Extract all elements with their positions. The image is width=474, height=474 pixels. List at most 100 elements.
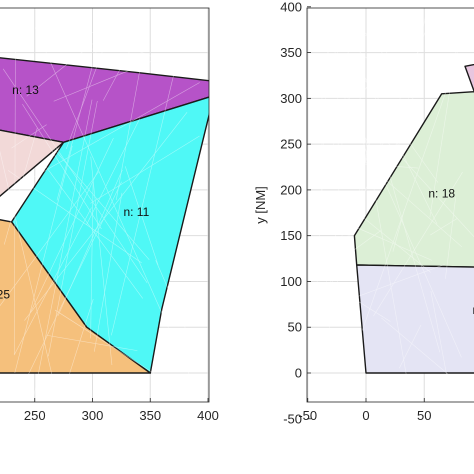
region-1 — [0, 57, 209, 144]
trajectory-line — [324, 160, 419, 169]
trajectory-line — [321, 196, 356, 294]
y-tick-label: 50 — [288, 320, 302, 335]
trajectory-line — [453, 10, 472, 26]
trajectory-line — [359, 144, 368, 213]
region-label: n: 18 — [428, 187, 455, 201]
trajectory-line — [338, 197, 431, 273]
trajectory-line — [0, 171, 100, 307]
trajectory-line — [326, 260, 360, 325]
trajectory-line — [336, 36, 340, 228]
trajectory-line — [24, 112, 188, 321]
x-tick-label: -50 — [298, 408, 317, 423]
trajectory-line — [430, 218, 458, 236]
trajectory-line — [323, 43, 462, 358]
trajectory-line — [124, 166, 159, 266]
x-tick-label: 400 — [197, 408, 219, 423]
trajectory-line — [14, 207, 92, 355]
trajectory-line — [346, 54, 439, 183]
trajectory-line — [363, 160, 463, 248]
left-panel: n: 13 n: 11 n: 25 250 300 350 400 — [0, 7, 219, 423]
trajectory-line — [346, 11, 419, 45]
trajectory-line — [90, 135, 200, 204]
x-tick-label: 50 — [417, 408, 431, 423]
trajectory-line — [332, 44, 375, 179]
trajectory-line — [155, 260, 194, 348]
trajectory-line — [32, 8, 165, 63]
trajectory-line — [83, 41, 130, 52]
trajectory-texture — [0, 8, 200, 399]
trajectory-line — [54, 149, 150, 261]
x-tick-label: 250 — [24, 408, 46, 423]
trajectory-line — [399, 324, 422, 369]
trajectory-line — [90, 181, 94, 339]
y-axis-label: y [NM] — [253, 186, 268, 224]
trajectory-line — [102, 38, 137, 101]
trajectory-line — [53, 59, 155, 102]
trajectory-line — [2, 68, 148, 284]
region-label: n: 13 — [12, 83, 39, 97]
region-2 — [356, 264, 474, 374]
region-3 — [464, 63, 474, 94]
trajectory-line — [392, 209, 405, 252]
trajectory-line — [26, 43, 94, 97]
plot-area: n: 18 n: 1 — [307, 8, 474, 402]
trajectory-line — [327, 28, 351, 358]
plot-area: n: 13 n: 11 n: 25 — [0, 8, 209, 402]
trajectory-line — [339, 230, 382, 261]
trajectory-line — [429, 11, 463, 218]
y-tick-label: 250 — [280, 137, 302, 152]
y-tick-label: 300 — [280, 91, 302, 106]
trajectory-line — [30, 138, 114, 313]
axes-frame — [0, 7, 210, 403]
x-tick-label: 350 — [139, 408, 161, 423]
trajectory-line — [375, 127, 441, 353]
trajectory-line — [22, 103, 102, 230]
trajectory-line — [341, 122, 375, 274]
trajectory-line — [115, 70, 141, 201]
trajectory-line — [427, 10, 465, 63]
x-tick-label: 0 — [362, 408, 369, 423]
trajectory-line — [46, 334, 138, 351]
trajectory-line — [33, 99, 93, 397]
trajectory-line — [14, 145, 73, 374]
trajectory-line — [430, 290, 449, 384]
trajectory-line — [68, 299, 94, 375]
trajectory-line — [315, 33, 329, 308]
trajectory-line — [396, 15, 426, 155]
trajectory-line — [445, 197, 456, 279]
trajectory-line — [3, 127, 38, 245]
trajectory-line — [15, 15, 34, 24]
region-4 — [0, 219, 152, 374]
axes-frame — [306, 7, 474, 403]
y-tick-label: 200 — [280, 182, 302, 197]
trajectory-line — [331, 33, 398, 148]
region-1 — [353, 90, 474, 268]
region-label: n: 1 — [472, 303, 474, 317]
trajectory-line — [43, 162, 143, 299]
trajectory-line — [323, 32, 426, 300]
right-panel: n: 18n: 1-500501-50050100150200250300350… — [253, 0, 474, 426]
x-tick-label: 300 — [82, 408, 104, 423]
trajectory-line — [325, 137, 402, 252]
trajectory-line — [48, 100, 98, 357]
trajectory-line — [359, 66, 438, 225]
y-tick-label: 100 — [280, 274, 302, 289]
trajectory-line — [56, 28, 103, 201]
y-tick-label: -50 — [283, 411, 302, 426]
trajectory-line — [90, 156, 113, 366]
trajectory-line — [357, 24, 413, 89]
trajectory-line — [368, 121, 474, 237]
trajectory-line — [57, 169, 123, 316]
trajectory-line — [361, 77, 451, 331]
trajectory-line — [13, 34, 16, 356]
trajectory-line — [381, 317, 456, 381]
trajectory-line — [7, 170, 142, 264]
trajectory-line — [111, 65, 177, 336]
trajectory-line — [353, 264, 445, 299]
trajectory-line — [16, 181, 122, 399]
y-tick-label: 350 — [280, 45, 302, 60]
trajectory-line — [93, 192, 123, 352]
trajectory-line — [321, 18, 423, 107]
trajectory-line — [331, 284, 391, 322]
